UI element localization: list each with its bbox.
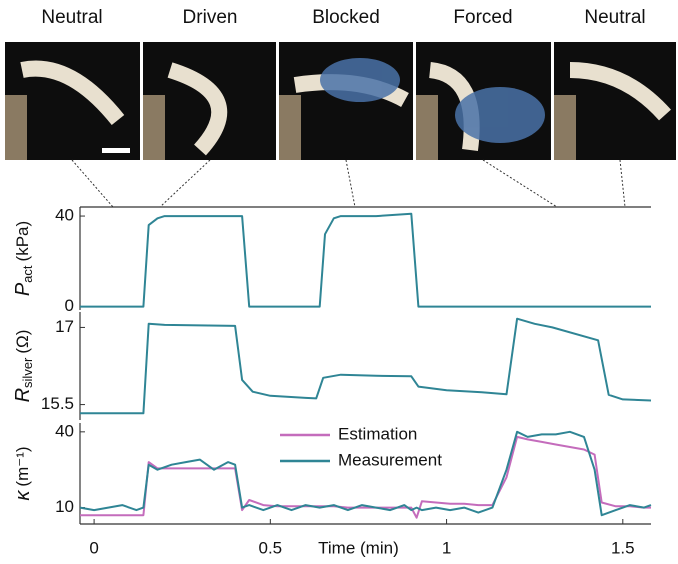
y-label-unit: (kPa) (13, 221, 32, 262)
connectors (72, 160, 625, 207)
photo-label: Neutral (41, 7, 102, 28)
legend-label: Estimation (338, 424, 417, 443)
photo-label: Driven (183, 7, 238, 28)
y-axis-label: Pact (kPa) (12, 221, 35, 296)
y-label-symbol: κ (12, 490, 34, 501)
mount (554, 95, 576, 160)
x-tick-label: 1 (442, 538, 451, 557)
y-tick-label: 40 (55, 421, 74, 440)
mount (5, 95, 27, 160)
connector (620, 160, 625, 207)
data-line (80, 214, 651, 307)
connector (72, 160, 113, 207)
y-tick-label: 0 (65, 296, 74, 315)
glove (455, 87, 545, 143)
y-tick-label: 40 (55, 206, 74, 225)
x-axis-label: Time (min) (318, 538, 399, 557)
y-label-unit: (Ω) (13, 330, 32, 354)
y-label-unit: (m⁻¹) (13, 446, 32, 486)
y-label-subscript: act (20, 265, 35, 283)
photo-label: Blocked (312, 7, 380, 28)
x-tick-label: 0.5 (259, 538, 283, 557)
data-line (80, 432, 651, 515)
y-tick-label: 15.5 (41, 394, 74, 413)
y-label-symbol: R (12, 388, 34, 402)
figure: Neutral Driven Blocked Forced Neutral 0 40 Pact… (0, 0, 678, 564)
connector (483, 160, 557, 207)
glove (320, 58, 400, 102)
mount (279, 95, 301, 160)
mount (143, 95, 165, 160)
connector (346, 160, 355, 207)
photo-label: Neutral (584, 7, 645, 28)
photos (5, 42, 676, 160)
x-tick-label: 1.5 (611, 538, 635, 557)
scale-bar (102, 148, 130, 153)
y-axis-label: Rsilver (Ω) (12, 330, 35, 403)
connector (160, 160, 210, 207)
y-tick-label: 10 (55, 497, 74, 516)
legend-label: Measurement (338, 450, 442, 469)
y-label-subscript: silver (20, 357, 35, 388)
data-line (80, 319, 651, 414)
y-tick-label: 17 (55, 317, 74, 336)
y-label-symbol: P (12, 282, 34, 296)
y-axis-label: κ (m⁻¹) (12, 446, 34, 500)
mount (416, 95, 438, 160)
photo-label: Forced (453, 7, 512, 28)
x-tick-label: 0 (89, 538, 98, 557)
